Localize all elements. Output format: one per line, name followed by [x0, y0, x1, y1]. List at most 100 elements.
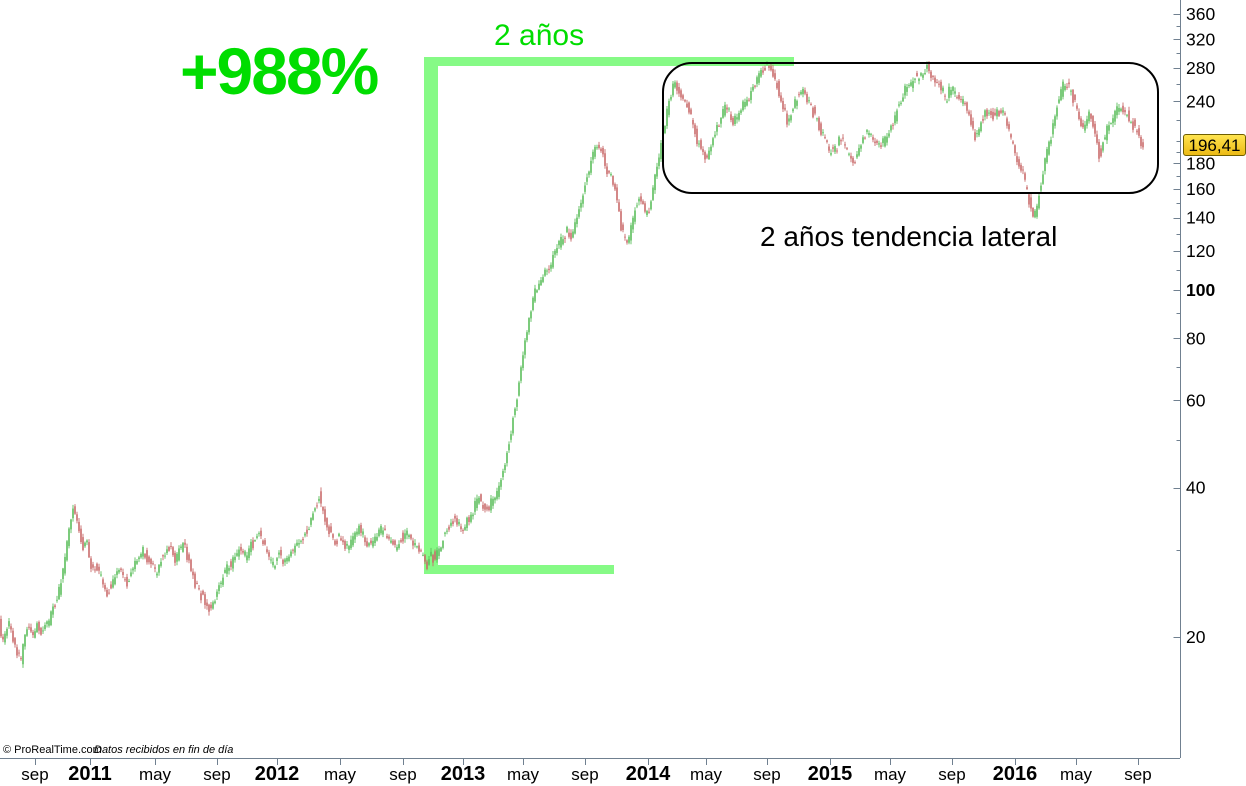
x-axis-label: sep	[1124, 765, 1151, 784]
candle-body	[496, 490, 498, 499]
candle-body	[202, 590, 204, 595]
candle-body	[1034, 210, 1036, 218]
last-price-badge: 196,41	[1183, 134, 1246, 156]
x-axis-label: sep	[21, 765, 48, 784]
candle-body	[1014, 145, 1016, 154]
candle-body	[670, 96, 672, 100]
candle-body	[874, 141, 876, 144]
candle-body	[78, 521, 80, 532]
candle-body	[24, 634, 26, 647]
candle-body	[486, 506, 488, 510]
candle-body	[28, 626, 30, 628]
candle-body	[246, 555, 248, 561]
candle-body	[428, 559, 430, 565]
candle-body	[460, 526, 462, 530]
candle-body	[838, 136, 840, 146]
candle-body	[468, 517, 470, 522]
candle-body	[304, 533, 306, 536]
candle-body	[500, 479, 502, 487]
candle-body	[886, 136, 888, 143]
candle-body	[1072, 89, 1074, 103]
candle-body	[554, 250, 556, 255]
candle-body	[898, 104, 900, 106]
candle-body	[876, 140, 878, 143]
candle-body	[582, 195, 584, 204]
candle-body	[640, 196, 642, 202]
candle-body	[758, 73, 760, 83]
candle-body	[864, 137, 866, 139]
candle-body	[1086, 119, 1088, 126]
candle-body	[580, 202, 582, 208]
candle-body	[370, 540, 372, 544]
candle-body	[522, 355, 524, 368]
candle-body	[1110, 123, 1112, 125]
candle-body	[518, 382, 520, 396]
y-axis-label: 180	[1186, 153, 1215, 173]
candle-body	[716, 125, 718, 132]
candle-body	[132, 568, 134, 571]
candle-body	[328, 526, 330, 535]
candle-body	[568, 232, 570, 237]
candle-body	[90, 558, 92, 569]
y-axis-label: 280	[1186, 58, 1215, 78]
candle-body	[14, 638, 16, 645]
candle-body	[1040, 185, 1042, 191]
candle-body	[896, 110, 898, 122]
candle-body	[902, 97, 904, 102]
candle-body	[426, 561, 428, 569]
candle-body	[1122, 105, 1124, 113]
lateral-trend-box	[662, 62, 1159, 194]
candle-body	[326, 518, 328, 528]
candle-body	[510, 434, 512, 440]
candle-body	[606, 166, 608, 175]
candle-body	[612, 176, 614, 185]
y-axis-label: 120	[1186, 241, 1215, 261]
candle-body	[404, 533, 406, 539]
candle-body	[1030, 197, 1032, 209]
candle-body	[1140, 137, 1142, 147]
candle-body	[1058, 99, 1060, 103]
candle-body	[354, 532, 356, 540]
candle-body	[158, 564, 160, 573]
candle-body	[302, 538, 304, 541]
candle-body	[818, 117, 820, 131]
candle-body	[978, 129, 980, 136]
candle-body	[830, 153, 832, 155]
candle-body	[930, 71, 932, 78]
candle-body	[264, 540, 266, 545]
candle-body	[960, 98, 962, 100]
candle-body	[1052, 123, 1054, 135]
candle-body	[226, 564, 228, 574]
candle-body	[480, 494, 482, 502]
candle-body	[300, 540, 302, 542]
candle-body	[968, 111, 970, 115]
candle-body	[814, 106, 816, 114]
gain-bracket-bottom	[424, 565, 614, 574]
candle-body	[740, 110, 742, 113]
candle-body	[530, 311, 532, 319]
candle-body	[458, 521, 460, 525]
candle-body	[72, 508, 74, 519]
candle-body	[186, 546, 188, 560]
candle-body	[658, 157, 660, 167]
candle-body	[1044, 158, 1046, 172]
candle-body	[346, 543, 348, 546]
candle-body	[270, 559, 272, 561]
candle-body	[56, 599, 58, 601]
candle-body	[490, 498, 492, 511]
candle-body	[180, 546, 182, 548]
candle-body	[1134, 119, 1136, 126]
candle-body	[218, 585, 220, 591]
candle-body	[420, 550, 422, 552]
candle-body	[648, 211, 650, 213]
candle-body	[762, 70, 764, 73]
candle-body	[106, 589, 108, 597]
x-axis-label: may	[690, 765, 723, 784]
x-axis-label: 2016	[993, 763, 1038, 785]
candle-body	[926, 64, 928, 69]
candle-body	[362, 531, 364, 535]
candle-body	[440, 547, 442, 552]
candle-body	[484, 503, 486, 510]
two-years-annotation: 2 años	[494, 19, 585, 52]
